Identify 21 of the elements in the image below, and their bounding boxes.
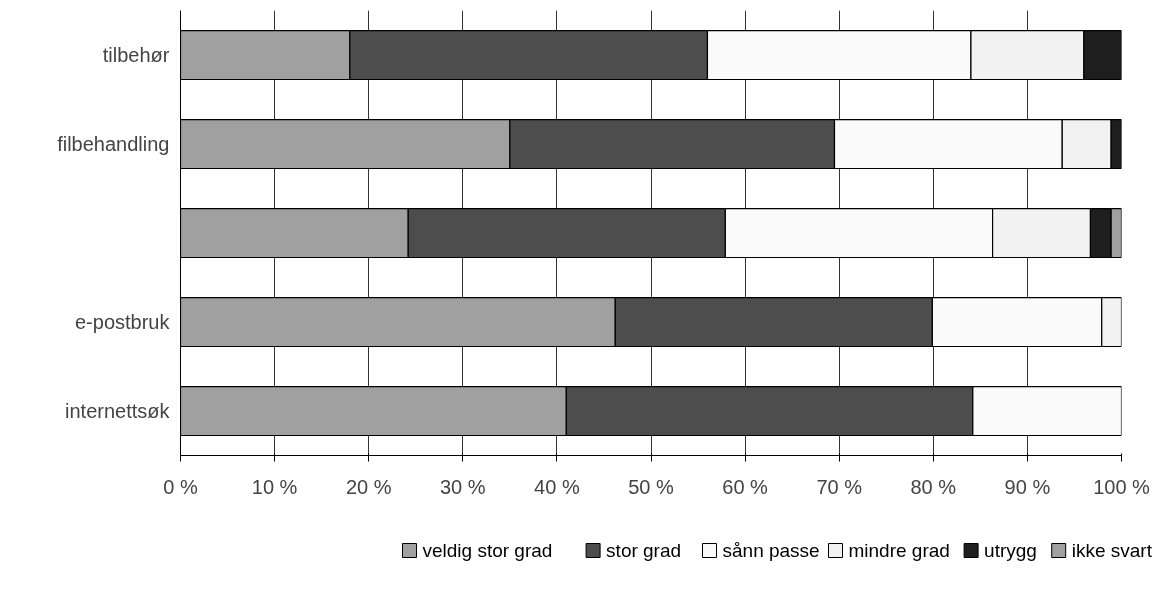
x-tick-label: 50 %	[628, 475, 675, 498]
legend-label: ikke svart	[1071, 540, 1153, 561]
x-tick-label: 100 %	[1093, 475, 1151, 498]
legend-label: veldig stor grad	[422, 540, 553, 561]
x-tick-label: 20 %	[345, 475, 392, 498]
legend-label: stor grad	[606, 540, 682, 561]
x-tick-label: 70 %	[816, 475, 863, 498]
x-tick-label: 60 %	[722, 475, 769, 498]
x-tick-label: 10 %	[251, 475, 298, 498]
legend-label: mindre grad	[848, 540, 950, 561]
x-tick-label: 40 %	[534, 475, 580, 498]
legend-label: sånn passe	[722, 540, 820, 561]
y-tick-label: filbehandling	[57, 133, 170, 155]
y-tick-label: e-postbruk	[75, 311, 171, 333]
x-tick-label: 90 %	[1004, 475, 1051, 498]
x-tick-label: 30 %	[440, 475, 486, 498]
x-tick-label: 0 %	[163, 475, 198, 498]
legend-label: utrygg	[984, 540, 1037, 561]
y-tick-label: internettsøk	[65, 400, 171, 422]
y-tick-label: tilbehør	[102, 44, 170, 66]
x-tick-label: 80 %	[910, 475, 957, 498]
